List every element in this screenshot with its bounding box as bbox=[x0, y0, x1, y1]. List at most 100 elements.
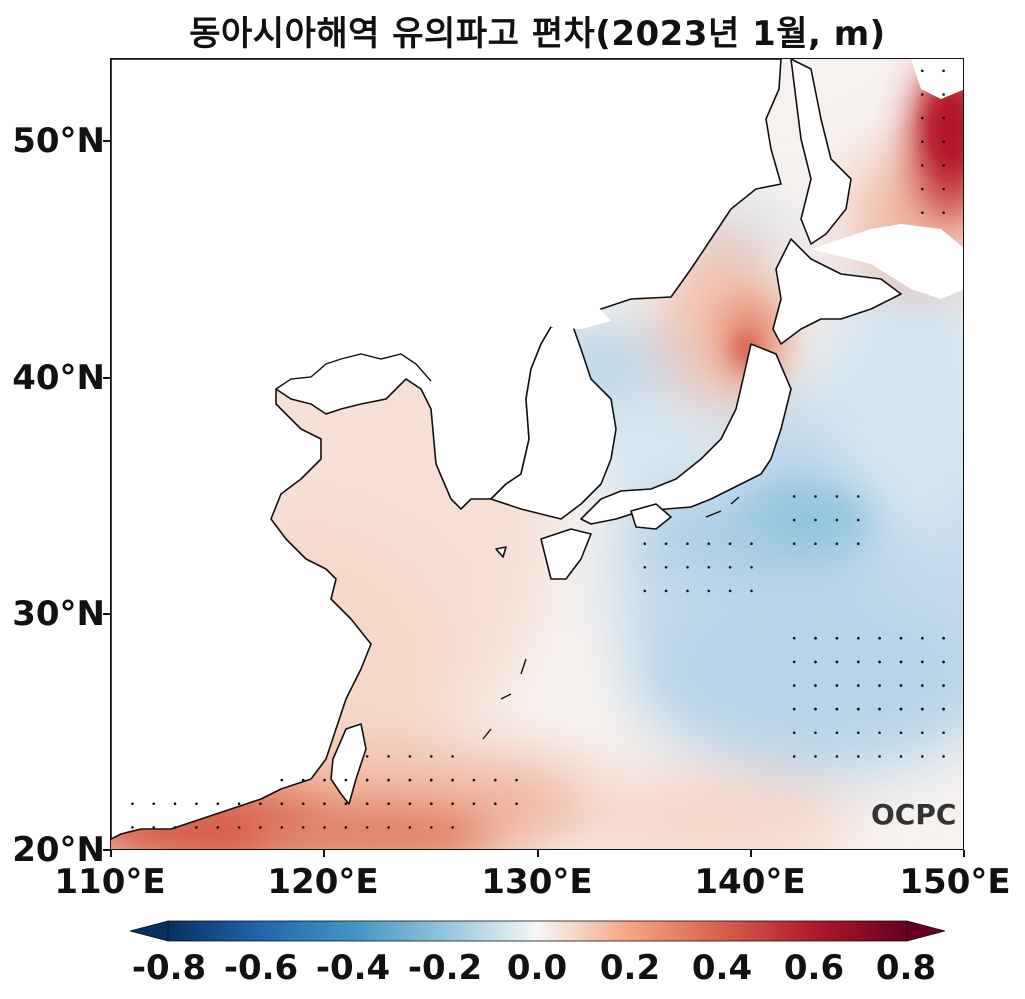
significance-dot bbox=[792, 518, 796, 522]
significance-dot bbox=[942, 116, 945, 120]
ocpc-logo: OCPC bbox=[871, 798, 956, 831]
significance-dot bbox=[430, 778, 433, 782]
xtick-label-150e: 150°E bbox=[899, 862, 1011, 902]
significance-dot bbox=[878, 707, 881, 711]
xtick-label-110e: 110°E bbox=[54, 862, 166, 902]
significance-dot bbox=[942, 684, 945, 687]
ytick-mark-40 bbox=[103, 377, 110, 379]
significance-dot bbox=[857, 542, 860, 545]
map-title: 동아시아해역 유의파고 편차(2023년 1월, m) bbox=[189, 14, 886, 54]
significance-dot bbox=[365, 826, 369, 829]
significance-dot bbox=[942, 187, 945, 191]
significance-dot bbox=[451, 755, 454, 758]
significance-dot bbox=[430, 826, 433, 829]
significance-dot bbox=[365, 802, 369, 805]
significance-dot bbox=[942, 660, 945, 664]
significance-dot bbox=[301, 778, 305, 782]
significance-dot bbox=[814, 518, 817, 522]
land-mask bbox=[111, 59, 902, 840]
xtick-mark-140 bbox=[750, 850, 752, 857]
significance-dot bbox=[387, 826, 390, 829]
significance-dot bbox=[259, 802, 262, 805]
significance-dot bbox=[942, 140, 945, 143]
significance-dot bbox=[835, 636, 839, 640]
significance-dot bbox=[921, 164, 924, 167]
significance-dot bbox=[878, 755, 881, 758]
significance-dot bbox=[857, 684, 860, 687]
significance-dot bbox=[792, 636, 796, 640]
significance-dot bbox=[835, 518, 839, 522]
significance-dot bbox=[430, 755, 433, 758]
significance-dot bbox=[237, 826, 241, 829]
significance-dot bbox=[814, 636, 817, 640]
significance-dot bbox=[942, 755, 945, 758]
significance-dot bbox=[643, 566, 647, 569]
significance-dot bbox=[387, 755, 390, 758]
no-data-areas bbox=[441, 59, 963, 439]
significance-dot bbox=[195, 802, 198, 805]
significance-dot bbox=[921, 93, 924, 96]
significance-dot bbox=[323, 778, 326, 782]
significance-dot bbox=[408, 778, 412, 782]
significance-dot bbox=[237, 802, 241, 805]
significance-dot bbox=[707, 566, 711, 569]
significance-dot bbox=[216, 826, 220, 829]
significance-dot bbox=[814, 542, 817, 545]
significance-dot bbox=[899, 660, 903, 664]
significance-dot bbox=[451, 778, 454, 782]
significance-dot bbox=[857, 660, 860, 664]
significance-dot bbox=[451, 802, 454, 805]
significance-dot bbox=[899, 755, 903, 758]
significance-dot bbox=[835, 660, 839, 664]
significance-dot bbox=[857, 495, 860, 498]
significance-dot bbox=[921, 731, 924, 735]
significance-dot bbox=[792, 495, 796, 498]
significance-dot bbox=[814, 707, 817, 711]
significance-dot bbox=[728, 589, 732, 593]
significance-dot bbox=[664, 589, 668, 593]
significance-dot bbox=[365, 778, 369, 782]
colorbar bbox=[130, 920, 945, 942]
significance-dot bbox=[857, 731, 860, 735]
significance-dot bbox=[195, 826, 198, 829]
colorbar-tick-neg0.2: -0.2 bbox=[407, 948, 483, 988]
significance-dot bbox=[686, 589, 689, 593]
significance-dot bbox=[152, 826, 155, 829]
significance-dot bbox=[301, 826, 305, 829]
significance-dot bbox=[664, 566, 668, 569]
significance-dot bbox=[857, 707, 860, 711]
ytick-label-50n: 50°N bbox=[12, 121, 105, 161]
significance-dot bbox=[494, 778, 497, 782]
significance-dot bbox=[792, 542, 796, 545]
significance-dot bbox=[365, 755, 369, 758]
colorbar-tick-0.2: 0.2 bbox=[599, 948, 661, 988]
colorbar-tick-neg0.8: -0.8 bbox=[131, 948, 207, 988]
significance-dot bbox=[942, 211, 945, 214]
significance-dot bbox=[942, 636, 945, 640]
xtick-label-130e: 130°E bbox=[481, 862, 593, 902]
significance-dot bbox=[792, 707, 796, 711]
significance-dot bbox=[921, 140, 924, 143]
significance-dot bbox=[323, 826, 326, 829]
significance-dot bbox=[857, 518, 860, 522]
significance-dot bbox=[750, 542, 753, 545]
significance-dot bbox=[835, 707, 839, 711]
significance-dot bbox=[664, 542, 668, 545]
significance-dot bbox=[643, 589, 647, 593]
significance-dot bbox=[280, 826, 284, 829]
significance-dot bbox=[344, 778, 348, 782]
significance-dot bbox=[814, 755, 817, 758]
significance-dot bbox=[750, 566, 753, 569]
colorbar-tick-0.8: 0.8 bbox=[875, 948, 937, 988]
significance-dot bbox=[921, 211, 924, 214]
significance-dot bbox=[152, 802, 155, 805]
significance-dot bbox=[387, 802, 390, 805]
significance-dot bbox=[899, 636, 903, 640]
significance-dot bbox=[408, 802, 412, 805]
significance-dot bbox=[921, 684, 924, 687]
significance-dot bbox=[750, 589, 753, 593]
significance-dot bbox=[942, 731, 945, 735]
xtick-label-120e: 120°E bbox=[267, 862, 379, 902]
significance-dot bbox=[921, 116, 924, 120]
significance-dot bbox=[942, 69, 945, 73]
